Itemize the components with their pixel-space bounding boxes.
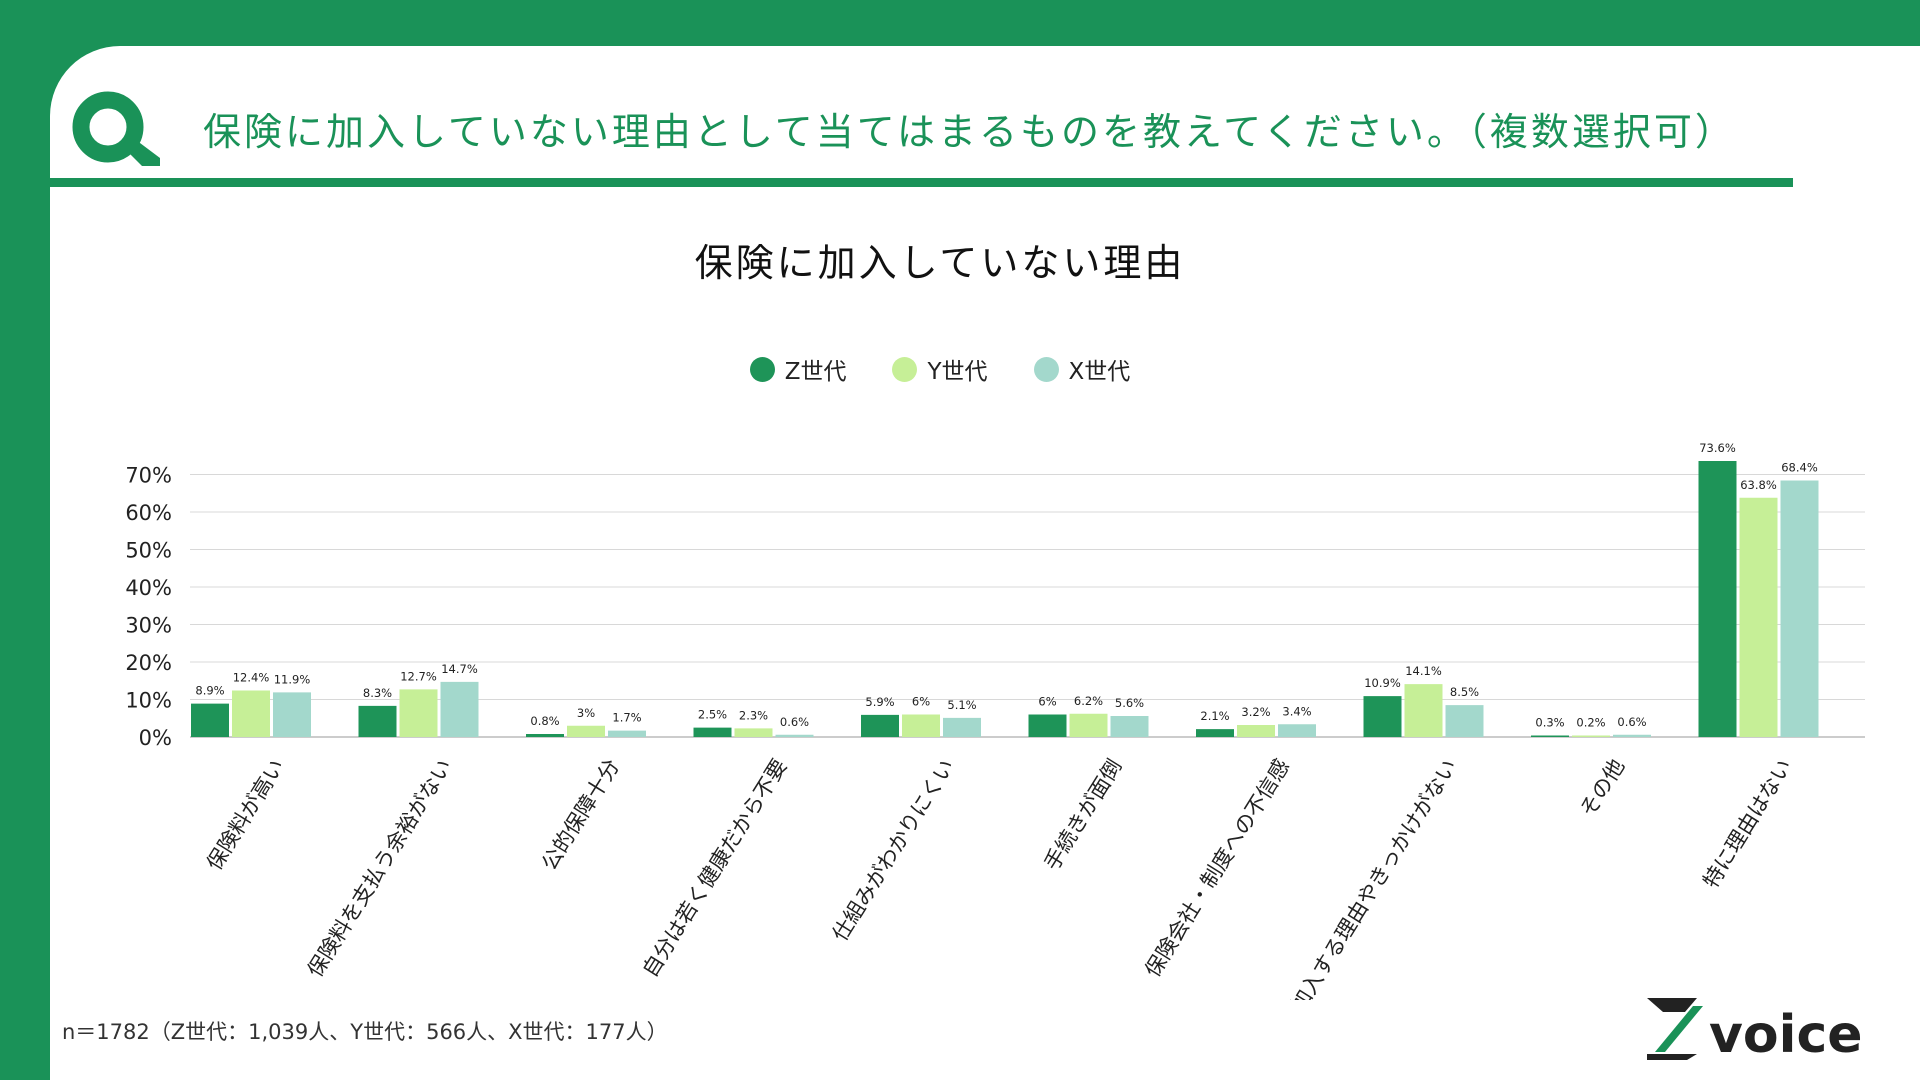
legend-swatch-z bbox=[749, 356, 775, 382]
y-tick-label: 70% bbox=[125, 464, 172, 488]
bar bbox=[358, 705, 397, 737]
bar bbox=[191, 703, 229, 737]
bar bbox=[1196, 729, 1234, 737]
x-tick-label: 自分は若く健康だから不要 bbox=[638, 755, 792, 981]
bar bbox=[734, 728, 773, 737]
x-tick-label: 加入する理由やきっかけがない bbox=[1286, 755, 1462, 1000]
bar bbox=[526, 734, 564, 737]
question-text: 保険に加入していない理由として当てはまるものを教えてください。（複数選択可） bbox=[203, 110, 1736, 154]
bar bbox=[775, 734, 814, 737]
bar-data-label: 6.2% bbox=[1074, 694, 1103, 708]
bar-data-label: 0.6% bbox=[780, 715, 809, 729]
bar bbox=[693, 727, 732, 737]
bar bbox=[861, 714, 899, 737]
x-tick-label: その他 bbox=[1576, 755, 1630, 821]
bar-data-label: 8.3% bbox=[363, 686, 392, 700]
bar-data-label: 11.9% bbox=[274, 672, 311, 686]
bar-data-label: 1.7% bbox=[612, 711, 641, 725]
bar-data-label: 2.3% bbox=[739, 708, 768, 722]
zvoice-logo: voice Z bbox=[1647, 998, 1863, 1062]
bar bbox=[399, 689, 438, 737]
chart-title: 保険に加入していない理由 bbox=[694, 241, 1186, 285]
bar-data-label: 8.5% bbox=[1450, 685, 1479, 699]
bar-data-label: 0.8% bbox=[530, 714, 559, 728]
x-tick-label: 保険料が高い bbox=[202, 755, 289, 875]
bar-data-label: 73.6% bbox=[1699, 441, 1736, 455]
bar bbox=[1028, 714, 1067, 737]
bar bbox=[1069, 713, 1108, 737]
bar bbox=[232, 690, 270, 737]
legend-swatch-y bbox=[892, 356, 918, 382]
header-divider bbox=[0, 178, 1793, 187]
bar-data-label: 5.6% bbox=[1115, 696, 1144, 710]
bar-data-label: 14.1% bbox=[1405, 664, 1442, 678]
bar bbox=[1237, 725, 1275, 737]
bar bbox=[1780, 480, 1819, 737]
bar bbox=[1698, 461, 1737, 737]
bar bbox=[567, 725, 605, 737]
x-tick-label: 仕組みがわかりにくい bbox=[828, 755, 959, 945]
brand-word: voice bbox=[1709, 1005, 1863, 1062]
y-tick-label: 20% bbox=[125, 651, 172, 675]
x-tick-label: 特に理由はない bbox=[1698, 755, 1796, 892]
x-tick-label: 手続きが面倒 bbox=[1040, 755, 1127, 875]
bar-data-label: 6% bbox=[912, 695, 930, 709]
bar-data-label: 6% bbox=[1038, 695, 1056, 709]
x-tick-label: 保険会社・制度への不信感 bbox=[1140, 755, 1294, 981]
chart-legend: Z世代 Y世代 X世代 bbox=[0, 352, 1880, 386]
bar bbox=[1613, 734, 1651, 737]
bar bbox=[902, 714, 940, 737]
bar bbox=[1445, 705, 1484, 737]
bar-data-label: 5.1% bbox=[947, 698, 976, 712]
sample-size-note: n＝1782（Z世代：1,039人、Y世代：566人、X世代：177人） bbox=[62, 1020, 668, 1044]
bar-data-label: 0.2% bbox=[1576, 716, 1605, 730]
bar bbox=[273, 692, 311, 737]
bar-data-label: 63.8% bbox=[1740, 478, 1777, 492]
bar-data-label: 14.7% bbox=[441, 662, 478, 676]
legend-item-z: Z世代 bbox=[749, 352, 847, 386]
bar bbox=[1739, 497, 1778, 737]
bar-data-label: 3.4% bbox=[1282, 704, 1311, 718]
bar-data-label: 12.4% bbox=[233, 671, 270, 685]
bar-data-label: 12.7% bbox=[400, 669, 437, 683]
y-tick-label: 60% bbox=[125, 501, 172, 525]
bar bbox=[1404, 684, 1443, 737]
bar-data-label: 8.9% bbox=[195, 684, 224, 698]
x-tick-label: 公的保障十分 bbox=[537, 755, 624, 875]
y-tick-label: 10% bbox=[125, 689, 172, 713]
bar bbox=[1572, 735, 1610, 737]
bar-data-label: 3.2% bbox=[1241, 705, 1270, 719]
legend-label-y: Y世代 bbox=[927, 359, 988, 385]
legend-label-z: Z世代 bbox=[784, 359, 847, 385]
bar-data-label: 68.4% bbox=[1781, 461, 1818, 475]
y-tick-label: 0% bbox=[139, 726, 172, 750]
bar-data-label: 2.5% bbox=[698, 708, 727, 722]
legend-swatch-x bbox=[1033, 356, 1059, 382]
y-tick-label: 40% bbox=[125, 576, 172, 600]
bar-data-label: 10.9% bbox=[1364, 676, 1401, 690]
bar bbox=[608, 730, 646, 737]
legend-item-x: X世代 bbox=[1033, 352, 1131, 386]
bar bbox=[1363, 696, 1402, 737]
y-tick-label: 50% bbox=[125, 539, 172, 563]
content-card bbox=[50, 46, 1920, 1080]
bar bbox=[1278, 724, 1316, 737]
bar bbox=[1531, 735, 1569, 737]
bar-data-label: 2.1% bbox=[1200, 709, 1229, 723]
y-tick-label: 30% bbox=[125, 614, 172, 638]
bar-data-label: 3% bbox=[577, 706, 595, 720]
x-tick-label: 保険料を支払う余裕がない bbox=[303, 755, 457, 981]
legend-label-x: X世代 bbox=[1068, 359, 1131, 385]
bar-chart: 0% 10% 20% 30% 40% 50% 60% 70% 8.9% 12.4% 11.9% 保険料… bbox=[125, 441, 1865, 1000]
legend-item-y: Y世代 bbox=[892, 352, 988, 386]
bar bbox=[943, 717, 981, 737]
bar bbox=[440, 681, 479, 737]
q-icon bbox=[72, 91, 160, 166]
bar-data-label: 5.9% bbox=[865, 695, 894, 709]
bar-data-label: 0.3% bbox=[1535, 716, 1564, 730]
bar-data-label: 0.6% bbox=[1617, 715, 1646, 729]
bar bbox=[1110, 716, 1149, 737]
